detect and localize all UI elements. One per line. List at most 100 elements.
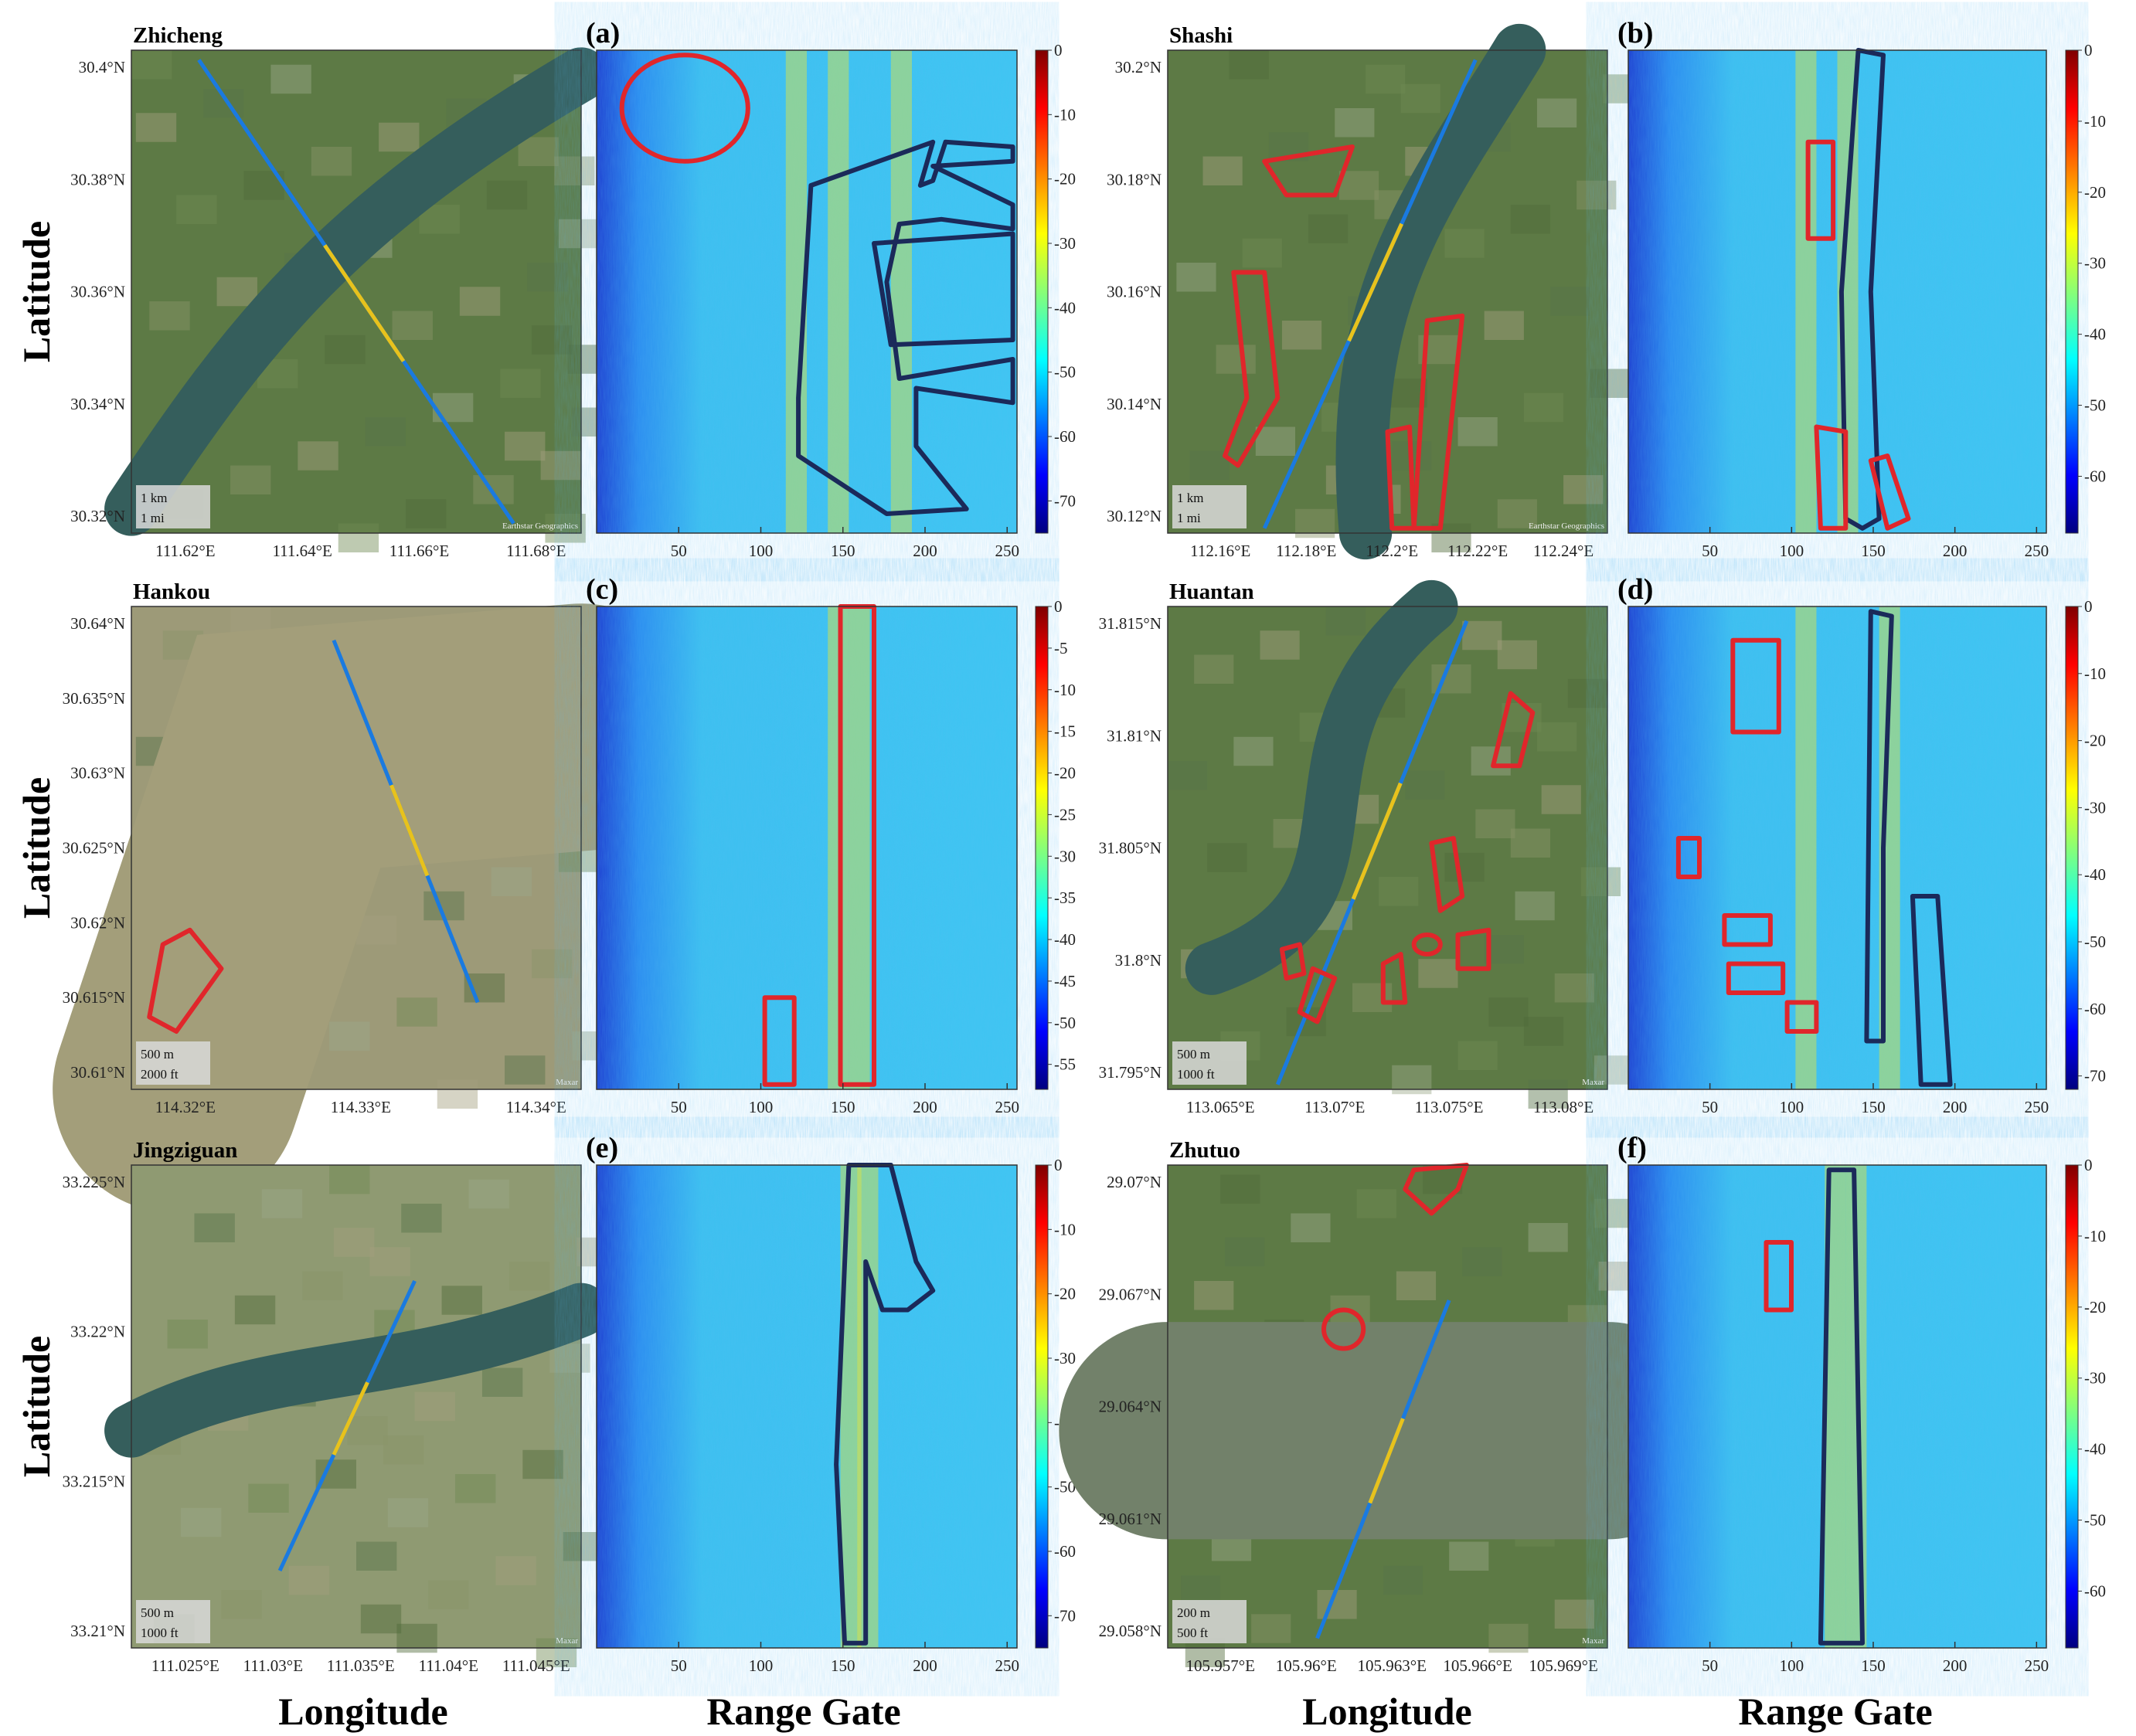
- map-annotation-2: [1455, 927, 1491, 971]
- scale-box: [136, 485, 210, 528]
- map-attribution: Maxar: [1582, 1078, 1604, 1087]
- terrain-patch: [387, 1498, 429, 1527]
- site-name: Huantan: [1169, 579, 1254, 604]
- terrain-patch: [1356, 1189, 1396, 1218]
- terrain-patch: [401, 1204, 442, 1233]
- terrain-patch: [1352, 983, 1393, 1012]
- transect-segment: [1351, 782, 1403, 900]
- colorbar: [1035, 49, 1049, 534]
- terrain-patch: [369, 1247, 410, 1276]
- terrain-patch: [1405, 770, 1445, 800]
- colorbar-tick-label: -10: [2084, 112, 2106, 131]
- colorbar-tick-label: -50: [2084, 933, 2106, 951]
- terrain-patch: [505, 431, 546, 461]
- lon-tick-label: 114.34°E: [506, 1098, 566, 1116]
- scale-box: [1172, 1041, 1247, 1085]
- terrain-patch: [414, 1391, 456, 1422]
- lon-tick-label: 111.03°E: [243, 1656, 303, 1675]
- terrain-patch: [1308, 214, 1349, 243]
- terrain-patch: [1255, 426, 1296, 456]
- terrain-patch: [1475, 809, 1515, 838]
- terrain-patch: [338, 523, 379, 552]
- terrain-patch: [1444, 852, 1485, 882]
- site-name: Shashi: [1169, 23, 1233, 48]
- terrain-patch: [379, 122, 420, 152]
- panel-f: 200 m 500 ft Maxar Zhutuo 29.07°N 29.067°N 29.…: [1059, 1132, 2106, 1675]
- colorbar-tick-label: -50: [1054, 1014, 1076, 1032]
- panel-e: 500 m 1000 ft Maxar Jingziguan 33.225°N 33.22…: [63, 1132, 1076, 1675]
- terrain-patch: [1229, 50, 1269, 80]
- terrain-patch: [1528, 1079, 1568, 1109]
- terrain-patch: [288, 1565, 330, 1595]
- colorbar-tick-label: -5: [1054, 639, 1068, 657]
- colorbar-tick-label: -60: [2084, 467, 2106, 485]
- panel-letter: (f): [1617, 1132, 1647, 1164]
- colorbar-tick-label: -70: [1054, 491, 1076, 510]
- terrain-patch: [554, 156, 595, 185]
- terrain-patch: [1335, 108, 1375, 138]
- terrain-patch: [181, 1507, 222, 1537]
- lat-tick-label: 29.067°N: [1099, 1285, 1162, 1303]
- lon-tick-label: 114.33°E: [331, 1098, 391, 1116]
- range-gate-tick-label: 200: [1943, 1656, 1968, 1675]
- colorbar-tick-label: -40: [1054, 298, 1076, 317]
- transect-segment: [332, 1381, 369, 1456]
- map-annotation-5: [1297, 966, 1338, 1024]
- scale-km: 500 m: [141, 1047, 174, 1062]
- scale-mi: 1 mi: [1177, 511, 1201, 525]
- map-frame: [131, 1164, 582, 1649]
- lat-tick-label: 33.22°N: [70, 1323, 125, 1341]
- lat-tick-label: 31.795°N: [1099, 1063, 1162, 1082]
- terrain-patch: [1554, 1599, 1594, 1629]
- range-gate-tick-label: 200: [913, 542, 937, 560]
- colorbar-tick-label: -15: [1054, 722, 1076, 741]
- map-frame: [1167, 1164, 1608, 1649]
- terrain-patch: [486, 180, 528, 210]
- terrain-patch: [495, 1556, 536, 1585]
- colorbar-tick-label: -70: [2084, 1067, 2106, 1085]
- terrain-patch: [1449, 1541, 1489, 1571]
- map-frame: [1167, 49, 1608, 534]
- lon-tick-label: 111.66°E: [389, 542, 449, 560]
- terrain-patch: [333, 1228, 375, 1257]
- map-annotation-1: [1321, 1307, 1366, 1351]
- spectrogram-frame: [1628, 49, 2047, 534]
- colorbar-tick-label: -55: [1054, 1055, 1076, 1074]
- terrain-patch: [531, 949, 573, 979]
- range-gate-tick-label: 250: [2025, 542, 2049, 560]
- terrain-patch: [325, 335, 366, 365]
- colorbar-tick-label: -40: [1054, 930, 1076, 949]
- terrain-patch: [248, 1483, 289, 1513]
- terrain-patch: [356, 916, 397, 945]
- terrain-patch: [234, 1295, 276, 1325]
- terrain-patch: [1366, 64, 1406, 94]
- lon-tick-label: 105.96°E: [1276, 1656, 1337, 1675]
- lat-tick-label: 30.16°N: [1107, 283, 1162, 301]
- range-gate-tick-label: 100: [1780, 1656, 1804, 1675]
- map-annotation-0: [1262, 144, 1355, 198]
- terrain-patch: [1396, 1271, 1437, 1300]
- site-name: Zhicheng: [133, 23, 223, 48]
- terrain-patch: [176, 195, 217, 224]
- panel-letter: (a): [586, 17, 620, 49]
- scale-box: [1172, 1600, 1247, 1643]
- terrain-patch: [1224, 1237, 1265, 1267]
- lon-tick-label: 111.04°E: [419, 1656, 478, 1675]
- range-gate-tick-label: 150: [831, 542, 855, 560]
- lat-tick-label: 33.225°N: [63, 1173, 125, 1191]
- rows-layer: 1 km 1 mi Earthstar Geographics Zhicheng 30.…: [53, 17, 2106, 1675]
- terrain-patch: [1523, 1017, 1564, 1046]
- terrain-patch: [473, 475, 514, 504]
- lon-tick-label: 105.966°E: [1443, 1656, 1512, 1675]
- terrain-patch: [167, 1320, 208, 1349]
- axis-labels: Latitude Latitude Latitude Longitude Range G…: [15, 221, 1933, 1733]
- terrain-patch: [468, 1179, 509, 1209]
- spectrogram-annotation-6: [1784, 1000, 1819, 1034]
- spectrogram-annotation-0: [1864, 609, 1894, 1044]
- lat-tick-label: 33.215°N: [63, 1472, 125, 1490]
- lon-tick-label: 105.969°E: [1529, 1656, 1597, 1675]
- range-gate-tick-label: 250: [995, 542, 1020, 560]
- terrain-patch: [500, 369, 541, 398]
- range-gate-tick-label: 50: [671, 1098, 687, 1116]
